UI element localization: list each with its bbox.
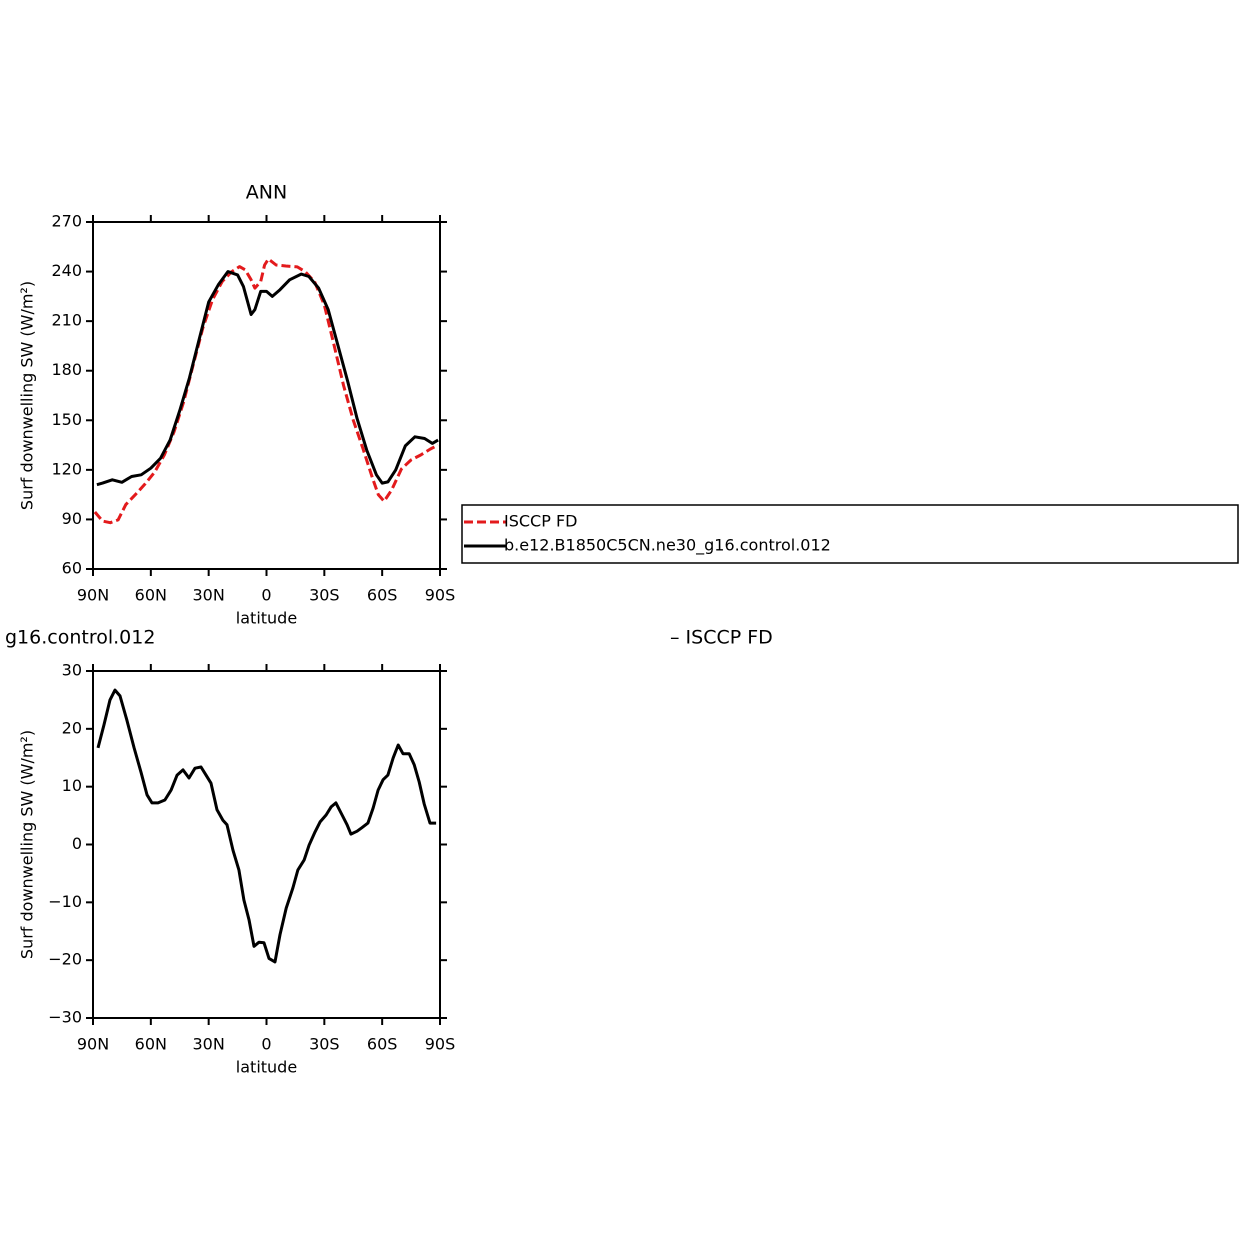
y-tick-label: 120 — [51, 459, 82, 478]
legend-label: b.e12.B1850C5CN.ne30_g16.control.012 — [504, 536, 831, 556]
legend-box — [461, 504, 1239, 564]
x-axis-label: latitude — [236, 1058, 297, 1077]
x-tick-label: 30N — [193, 586, 225, 605]
x-tick-label: 60S — [367, 586, 398, 605]
chart-title: ANN — [246, 182, 287, 204]
y-tick-label: 240 — [51, 261, 82, 280]
x-tick-label: 60N — [135, 1035, 167, 1054]
x-tick-label: 30S — [309, 586, 340, 605]
x-tick-label: 30N — [193, 1035, 225, 1054]
y-tick-label: 150 — [51, 410, 82, 429]
data-line — [96, 688, 437, 964]
y-tick-label: −30 — [48, 1008, 82, 1027]
x-tick-label: 30S — [309, 1035, 340, 1054]
y-axis-label: Surf downwelling SW (W/m²) — [18, 281, 37, 510]
x-tick-label: 90N — [77, 1035, 109, 1054]
y-tick-label: 0 — [72, 834, 82, 853]
y-axis-label: Surf downwelling SW (W/m²) — [18, 730, 37, 959]
chart-title: g16.control.012 — [5, 627, 155, 649]
x-axis-label: latitude — [236, 609, 297, 628]
chart-title: – ISCCP FD — [670, 627, 773, 649]
x-tick-label: 90S — [425, 1035, 456, 1054]
y-tick-label: −20 — [48, 950, 82, 969]
x-tick-label: 60N — [135, 586, 167, 605]
y-tick-label: 90 — [62, 509, 82, 528]
x-tick-label: 60S — [367, 1035, 398, 1054]
x-tick-label: 90S — [425, 586, 456, 605]
y-tick-label: 180 — [51, 360, 82, 379]
x-tick-label: 0 — [261, 1035, 271, 1054]
y-tick-label: 270 — [51, 212, 82, 231]
legend-label: ISCCP FD — [504, 512, 577, 531]
y-tick-label: 210 — [51, 311, 82, 330]
y-tick-label: 10 — [62, 776, 82, 795]
x-tick-label: 90N — [77, 586, 109, 605]
x-tick-label: 0 — [261, 586, 271, 605]
data-line — [93, 257, 439, 525]
y-tick-label: −10 — [48, 892, 82, 911]
data-line — [96, 270, 439, 487]
y-tick-label: 20 — [62, 718, 82, 737]
y-tick-label: 60 — [62, 559, 82, 578]
y-tick-label: 30 — [62, 661, 82, 680]
